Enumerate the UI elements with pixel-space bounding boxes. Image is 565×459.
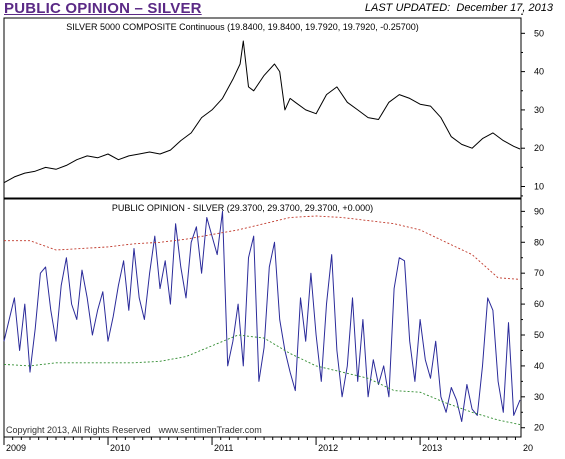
opinion-y-tick-label: 30 — [534, 392, 544, 402]
site-text: www.sentimenTrader.com — [158, 425, 262, 435]
price-y-tick-label: 40 — [534, 67, 544, 77]
page-title: PUBLIC OPINION – SILVER — [4, 0, 202, 17]
last-updated-label: LAST UPDATED: — [364, 2, 451, 14]
opinion-y-tick-label: 40 — [534, 361, 544, 371]
x-tick-label: 2009 — [6, 443, 26, 453]
x-tick-label: 2013 — [422, 443, 442, 453]
opinion-series-line-2 — [3, 334, 521, 426]
price-panel: SILVER 5000 COMPOSITE Continuous (19.840… — [3, 13, 544, 199]
opinion-y-tick-label: 90 — [534, 206, 544, 216]
price-y-tick-label: 50 — [534, 28, 544, 38]
opinion-y-tick-label: 20 — [534, 423, 544, 433]
price-frame — [3, 17, 522, 199]
copyright-text: Copyright 2013, All Rights Reserved — [6, 425, 151, 435]
opinion-y-tick-label: 50 — [534, 330, 544, 340]
opinion-series-line-1 — [4, 215, 521, 280]
opinion-y-tick-label: 70 — [534, 268, 544, 278]
opinion-y-tick-label: 60 — [534, 299, 544, 309]
price-series-line-0 — [3, 40, 521, 184]
x-tick-label: 20 — [523, 443, 533, 453]
last-updated-date: December 17, 2013 — [456, 2, 553, 14]
opinion-frame — [3, 198, 522, 438]
last-updated: LAST UPDATED: December 17, 2013 — [365, 2, 553, 14]
opinion-panel: PUBLIC OPINION - SILVER (29.3700, 29.370… — [3, 195, 544, 453]
price-chart-title: SILVER 5000 COMPOSITE Continuous (19.840… — [66, 22, 419, 32]
opinion-chart-title: PUBLIC OPINION - SILVER (29.3700, 29.370… — [112, 203, 373, 213]
x-tick-label: 2012 — [318, 443, 338, 453]
price-y-tick-label: 20 — [534, 143, 544, 153]
opinion-y-tick-label: 80 — [534, 237, 544, 247]
x-tick-label: 2011 — [214, 443, 233, 453]
price-y-tick-label: 30 — [534, 105, 544, 115]
price-y-tick-label: 10 — [534, 182, 544, 192]
opinion-series-line-0 — [3, 210, 521, 422]
footer-copyright: Copyright 2013, All Rights Reserved www.s… — [6, 425, 262, 435]
x-tick-label: 2010 — [110, 443, 130, 453]
